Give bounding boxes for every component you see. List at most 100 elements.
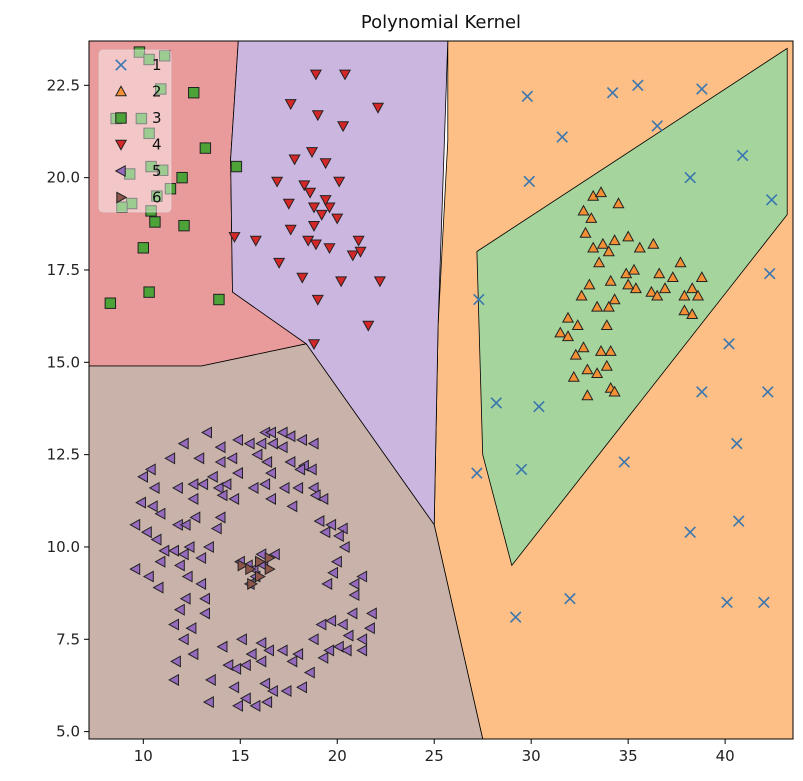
point-class-1: [564, 592, 576, 605]
point-class-5: [202, 696, 214, 709]
point-class-5: [276, 441, 288, 454]
point-class-5: [154, 555, 166, 568]
point-class-2: [569, 348, 582, 360]
point-class-5: [338, 540, 350, 554]
point-class-4: [337, 121, 350, 133]
point-class-4: [311, 110, 324, 122]
point-class-2: [691, 289, 705, 301]
point-class-5: [185, 622, 197, 635]
point-class-2: [666, 271, 679, 282]
legend-label-3: 3: [152, 109, 162, 127]
point-class-5: [206, 470, 218, 483]
point-class-2: [583, 278, 596, 290]
point-class-4: [315, 209, 328, 221]
point-class-5: [261, 696, 273, 709]
point-class-2: [602, 245, 615, 257]
legend-marker-1: [115, 59, 127, 71]
point-class-5: [195, 551, 207, 565]
point-class-2: [658, 282, 672, 294]
point-class-6: [255, 555, 266, 568]
point-class-6: [247, 577, 259, 590]
point-class-2: [591, 300, 604, 312]
point-class-3: [188, 87, 200, 99]
legend-marker-4: [114, 139, 128, 151]
point-class-3: [164, 183, 177, 195]
point-class-2: [627, 263, 641, 275]
point-class-5: [284, 430, 296, 443]
point-class-5: [220, 478, 232, 491]
point-class-2: [651, 289, 664, 301]
point-class-5: [340, 644, 352, 657]
point-class-2: [608, 234, 621, 246]
point-class-6: [264, 563, 276, 576]
point-class-3: [178, 219, 190, 232]
point-class-3: [143, 53, 155, 66]
point-class-5: [183, 540, 195, 554]
point-class-5: [363, 622, 375, 635]
y-tick-label: 22.5: [47, 76, 80, 94]
point-class-4: [371, 102, 385, 114]
point-class-5: [199, 607, 210, 620]
point-class-1: [509, 611, 522, 623]
point-class-2: [594, 344, 608, 356]
legend-item-2: 2: [114, 83, 162, 101]
point-class-1: [556, 131, 568, 143]
point-class-5: [146, 500, 158, 513]
point-class-2: [596, 237, 609, 249]
point-class-2: [622, 230, 635, 242]
point-class-4: [354, 246, 367, 258]
point-class-5: [336, 618, 348, 631]
point-class-5: [187, 492, 199, 505]
point-class-5: [255, 655, 267, 668]
point-class-1: [696, 83, 708, 95]
point-class-5: [276, 426, 288, 439]
point-class-2: [602, 300, 615, 312]
point-class-2: [587, 241, 600, 253]
point-class-5: [255, 636, 267, 650]
point-class-5: [346, 607, 358, 620]
point-class-5: [152, 581, 164, 594]
point-class-5: [210, 522, 222, 535]
point-class-2: [577, 204, 590, 216]
point-class-5: [266, 437, 278, 450]
point-class-6: [255, 570, 266, 583]
point-class-5: [259, 478, 271, 491]
point-class-3: [213, 293, 225, 306]
point-class-5: [307, 481, 319, 494]
point-class-5: [315, 618, 327, 631]
point-class-5: [179, 518, 191, 531]
y-axis: 5.0 7.5 10.0 12.5 15.0 17.5 20.0 22.5: [47, 76, 89, 741]
point-class-6: [245, 563, 257, 576]
point-class-5: [214, 511, 226, 524]
x-tick-label: 35: [619, 747, 638, 765]
point-class-3: [158, 50, 171, 62]
point-class-5: [348, 577, 360, 590]
point-class-4: [352, 235, 365, 247]
point-class-5: [317, 492, 329, 505]
point-class-4: [319, 158, 332, 170]
point-class-4: [319, 195, 332, 207]
point-class-5: [239, 692, 251, 705]
point-class-5: [173, 559, 185, 572]
series-2: [554, 186, 708, 401]
point-class-1: [490, 397, 503, 409]
series-4: [228, 69, 386, 351]
point-class-5: [296, 433, 307, 446]
point-class-3: [137, 242, 150, 254]
point-class-1: [473, 293, 485, 306]
point-class-5: [187, 648, 199, 661]
point-class-2: [674, 256, 687, 268]
point-class-5: [239, 659, 251, 672]
y-tick-label: 17.5: [47, 261, 80, 279]
point-class-5: [129, 518, 141, 531]
point-class-5: [286, 500, 298, 513]
point-class-1: [732, 515, 745, 527]
point-class-5: [332, 640, 344, 653]
point-class-5: [356, 633, 368, 646]
point-class-1: [632, 79, 644, 92]
y-tick-label: 12.5: [47, 446, 80, 464]
point-class-5: [278, 481, 290, 494]
point-class-5: [164, 452, 176, 465]
point-class-4: [273, 257, 286, 269]
